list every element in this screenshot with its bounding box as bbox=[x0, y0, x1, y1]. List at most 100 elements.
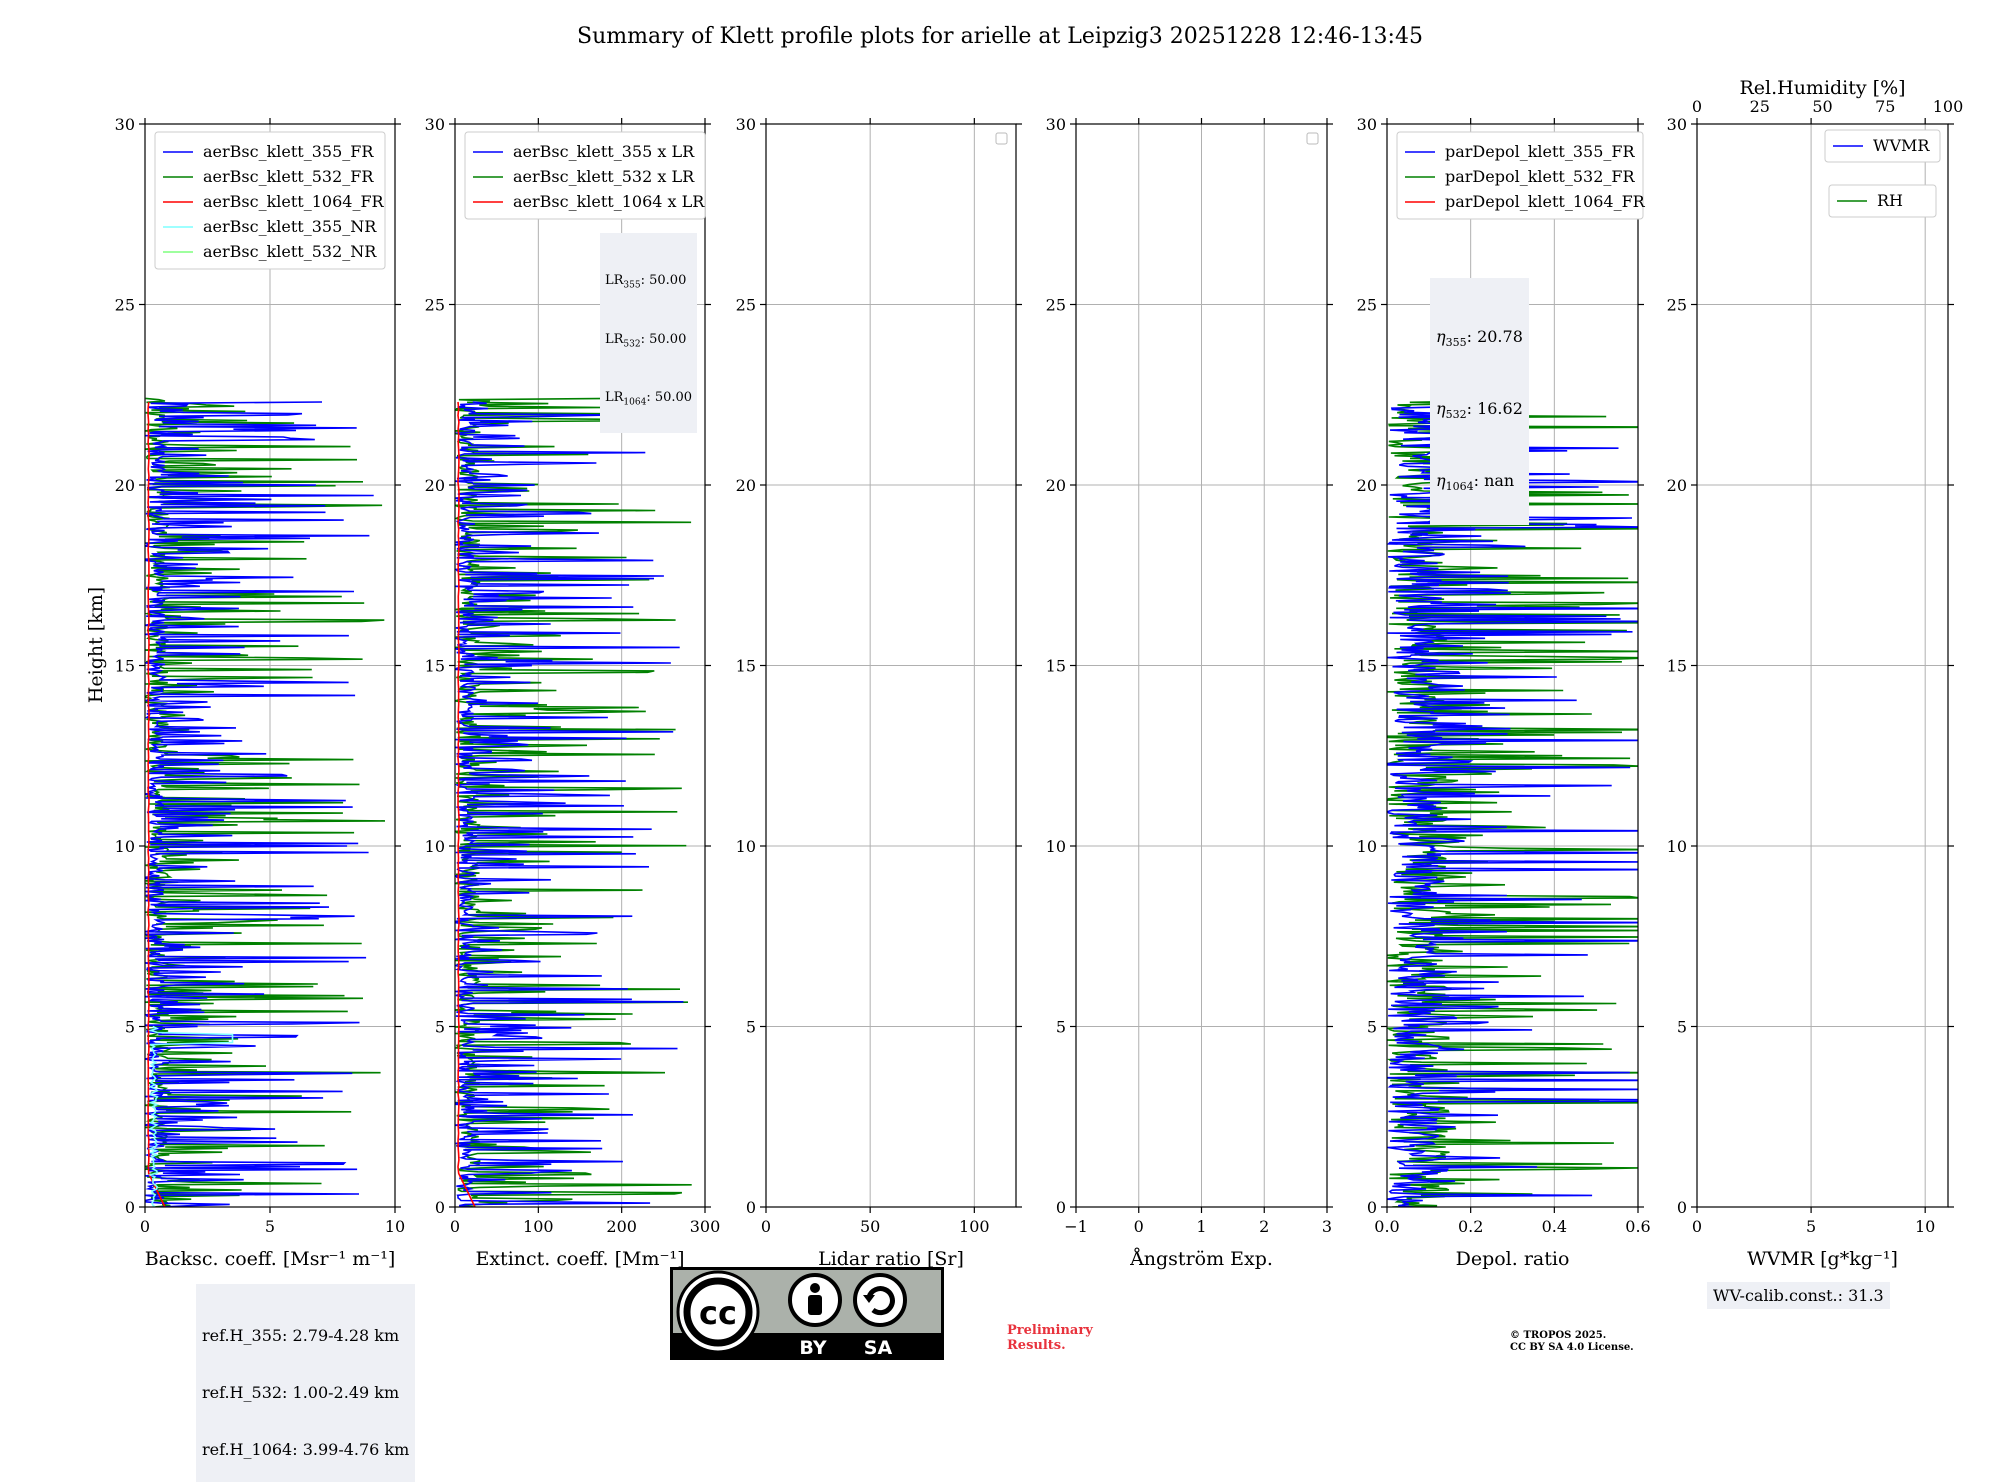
y-tick-label: 5 bbox=[1056, 1018, 1066, 1037]
x-tick-label: 0.0 bbox=[1374, 1217, 1399, 1236]
y-tick-label: 30 bbox=[425, 115, 445, 134]
x-tick-label: 10 bbox=[385, 1217, 405, 1236]
legend-box bbox=[154, 131, 386, 270]
x-tick-label: 100 bbox=[523, 1217, 554, 1236]
y-tick-label: 0 bbox=[125, 1198, 135, 1217]
legend-entry: aerBsc_klett_355_FR bbox=[203, 142, 374, 161]
top-axis-label: Rel.Humidity [%] bbox=[1739, 77, 1905, 99]
lidar-ratio-box: LR355: 50.00 LR532: 50.00 LR1064: 50.00 bbox=[600, 233, 698, 433]
sa-icon-arrowhead bbox=[863, 1295, 875, 1303]
y-tick-label: 20 bbox=[736, 476, 756, 495]
profile-line-1064 bbox=[147, 401, 166, 1207]
y-tick-label: 20 bbox=[1667, 476, 1687, 495]
y-tick-label: 0 bbox=[1056, 1198, 1066, 1217]
x-tick-label: 0 bbox=[450, 1217, 460, 1236]
y-tick-label: 10 bbox=[1046, 837, 1066, 856]
legend-entry: parDepol_klett_355_FR bbox=[1445, 142, 1636, 161]
x-axis-label: WVMR [g*kg⁻¹] bbox=[1747, 1248, 1898, 1270]
y-tick-label: 5 bbox=[1677, 1018, 1687, 1037]
badge-sa-label: SA bbox=[864, 1337, 893, 1359]
copyright-line-2: CC BY SA 4.0 License. bbox=[1510, 1342, 1634, 1353]
y-tick-label: 15 bbox=[1667, 657, 1687, 676]
y-tick-label: 0 bbox=[1677, 1198, 1687, 1217]
x-tick-label: 50 bbox=[860, 1217, 880, 1236]
x-tick-label: 10 bbox=[1915, 1217, 1935, 1236]
data-traces bbox=[1387, 397, 1638, 1207]
eta-box: η355: 20.78 η532: 16.62 η1064: nan bbox=[1430, 278, 1529, 525]
x-tick-label: 3 bbox=[1322, 1217, 1332, 1236]
y-tick-label: 15 bbox=[1046, 657, 1066, 676]
empty-legend-box bbox=[1306, 132, 1319, 145]
figure-title: Summary of Klett profile plots for ariel… bbox=[577, 24, 1423, 49]
empty-legend-box bbox=[995, 132, 1008, 145]
legend-entry: parDepol_klett_1064_FR bbox=[1445, 192, 1646, 211]
legend-entry: RH bbox=[1877, 191, 1903, 210]
x-tick-label: 5 bbox=[265, 1217, 275, 1236]
by-icon-body bbox=[808, 1295, 822, 1315]
copyright-note: © TROPOS 2025. CC BY SA 4.0 License. bbox=[1510, 1330, 1634, 1354]
x-tick-label: 0 bbox=[140, 1217, 150, 1236]
y-tick-label: 5 bbox=[435, 1018, 445, 1037]
preliminary-note: Preliminary Results. bbox=[1007, 1323, 1093, 1353]
preliminary-line-2: Results. bbox=[1007, 1338, 1066, 1353]
top-x-tick-label: 50 bbox=[1812, 97, 1832, 116]
data-traces bbox=[455, 397, 692, 1207]
figure-footer: cc BY SA bbox=[670, 1267, 944, 1360]
y-tick-label: 20 bbox=[1357, 476, 1377, 495]
legend-entry: aerBsc_klett_532_NR bbox=[203, 242, 377, 261]
y-tick-label: 20 bbox=[1046, 476, 1066, 495]
wv-calibration-box: WV-calib.const.: 31.3 bbox=[1707, 1282, 1890, 1309]
y-tick-label: 25 bbox=[736, 296, 756, 315]
legend-entry: parDepol_klett_532_FR bbox=[1445, 167, 1636, 186]
x-axis-label: Lidar ratio [Sr] bbox=[818, 1248, 964, 1270]
y-tick-label: 15 bbox=[115, 657, 135, 676]
y-tick-label: 0 bbox=[435, 1198, 445, 1217]
x-tick-label: 5 bbox=[1806, 1217, 1816, 1236]
y-tick-label: 30 bbox=[1357, 115, 1377, 134]
x-tick-label: −1 bbox=[1064, 1217, 1088, 1236]
x-axis-label: Backsc. coeff. [Msr⁻¹ m⁻¹] bbox=[145, 1248, 396, 1270]
top-x-tick-label: 25 bbox=[1750, 97, 1770, 116]
profile-line bbox=[455, 397, 692, 1207]
legend-entry: WVMR bbox=[1873, 136, 1930, 155]
legend-entry: aerBsc_klett_532 x LR bbox=[513, 167, 695, 186]
by-icon-head bbox=[810, 1283, 820, 1293]
data-traces bbox=[145, 397, 386, 1207]
eta-532: η532: 16.62 bbox=[1436, 399, 1523, 422]
x-tick-label: 0 bbox=[761, 1217, 771, 1236]
copyright-line-1: © TROPOS 2025. bbox=[1510, 1330, 1607, 1341]
profile-line bbox=[1387, 404, 1638, 1207]
legend-entry: aerBsc_klett_1064 x LR bbox=[513, 192, 705, 211]
y-tick-label: 20 bbox=[115, 476, 135, 495]
y-tick-label: 30 bbox=[1667, 115, 1687, 134]
top-x-tick-label: 100 bbox=[1933, 97, 1964, 116]
legend-box bbox=[1824, 129, 1941, 163]
panel-3: 0 50 100 0 5 10 15 20 25 30 Lidar ratio [Sr] bbox=[736, 115, 1022, 1270]
y-tick-label: 15 bbox=[736, 657, 756, 676]
y-tick-label: 30 bbox=[115, 115, 135, 134]
y-tick-label: 0 bbox=[1367, 1198, 1377, 1217]
y-tick-label: 30 bbox=[1046, 115, 1066, 134]
reference-heights-box: ref.H_355: 2.79-4.28 km ref.H_532: 1.00-… bbox=[196, 1284, 416, 1482]
cc-mark: cc bbox=[699, 1294, 737, 1332]
sa-icon-arrow bbox=[866, 1286, 895, 1316]
y-tick-label: 10 bbox=[1357, 837, 1377, 856]
legend-box bbox=[1396, 131, 1644, 220]
x-tick-label: 0 bbox=[1692, 1217, 1702, 1236]
x-tick-label: 1 bbox=[1196, 1217, 1206, 1236]
y-tick-label: 15 bbox=[1357, 657, 1377, 676]
profile-line-355-nr bbox=[147, 1025, 234, 1207]
legend-box bbox=[1828, 184, 1937, 218]
profile-line bbox=[455, 401, 684, 1207]
lidar-ratio-1064: LR1064: 50.00 bbox=[605, 390, 693, 408]
y-tick-label: 5 bbox=[125, 1018, 135, 1037]
preliminary-line-1: Preliminary bbox=[1007, 1323, 1093, 1338]
x-tick-label: 0 bbox=[1134, 1217, 1144, 1236]
y-axis-label: Height [km] bbox=[85, 587, 107, 703]
x-tick-label: 0.2 bbox=[1458, 1217, 1483, 1236]
panel-1: 0 5 10 0 5 10 15 20 25 30 Backsc. coeff. [Msr⁻¹ m⁻… bbox=[115, 115, 406, 1270]
eta-355: η355: 20.78 bbox=[1436, 327, 1523, 350]
ref-height-1064: ref.H_1064: 3.99-4.76 km bbox=[202, 1440, 410, 1459]
lidar-ratio-532: LR532: 50.00 bbox=[605, 331, 687, 350]
